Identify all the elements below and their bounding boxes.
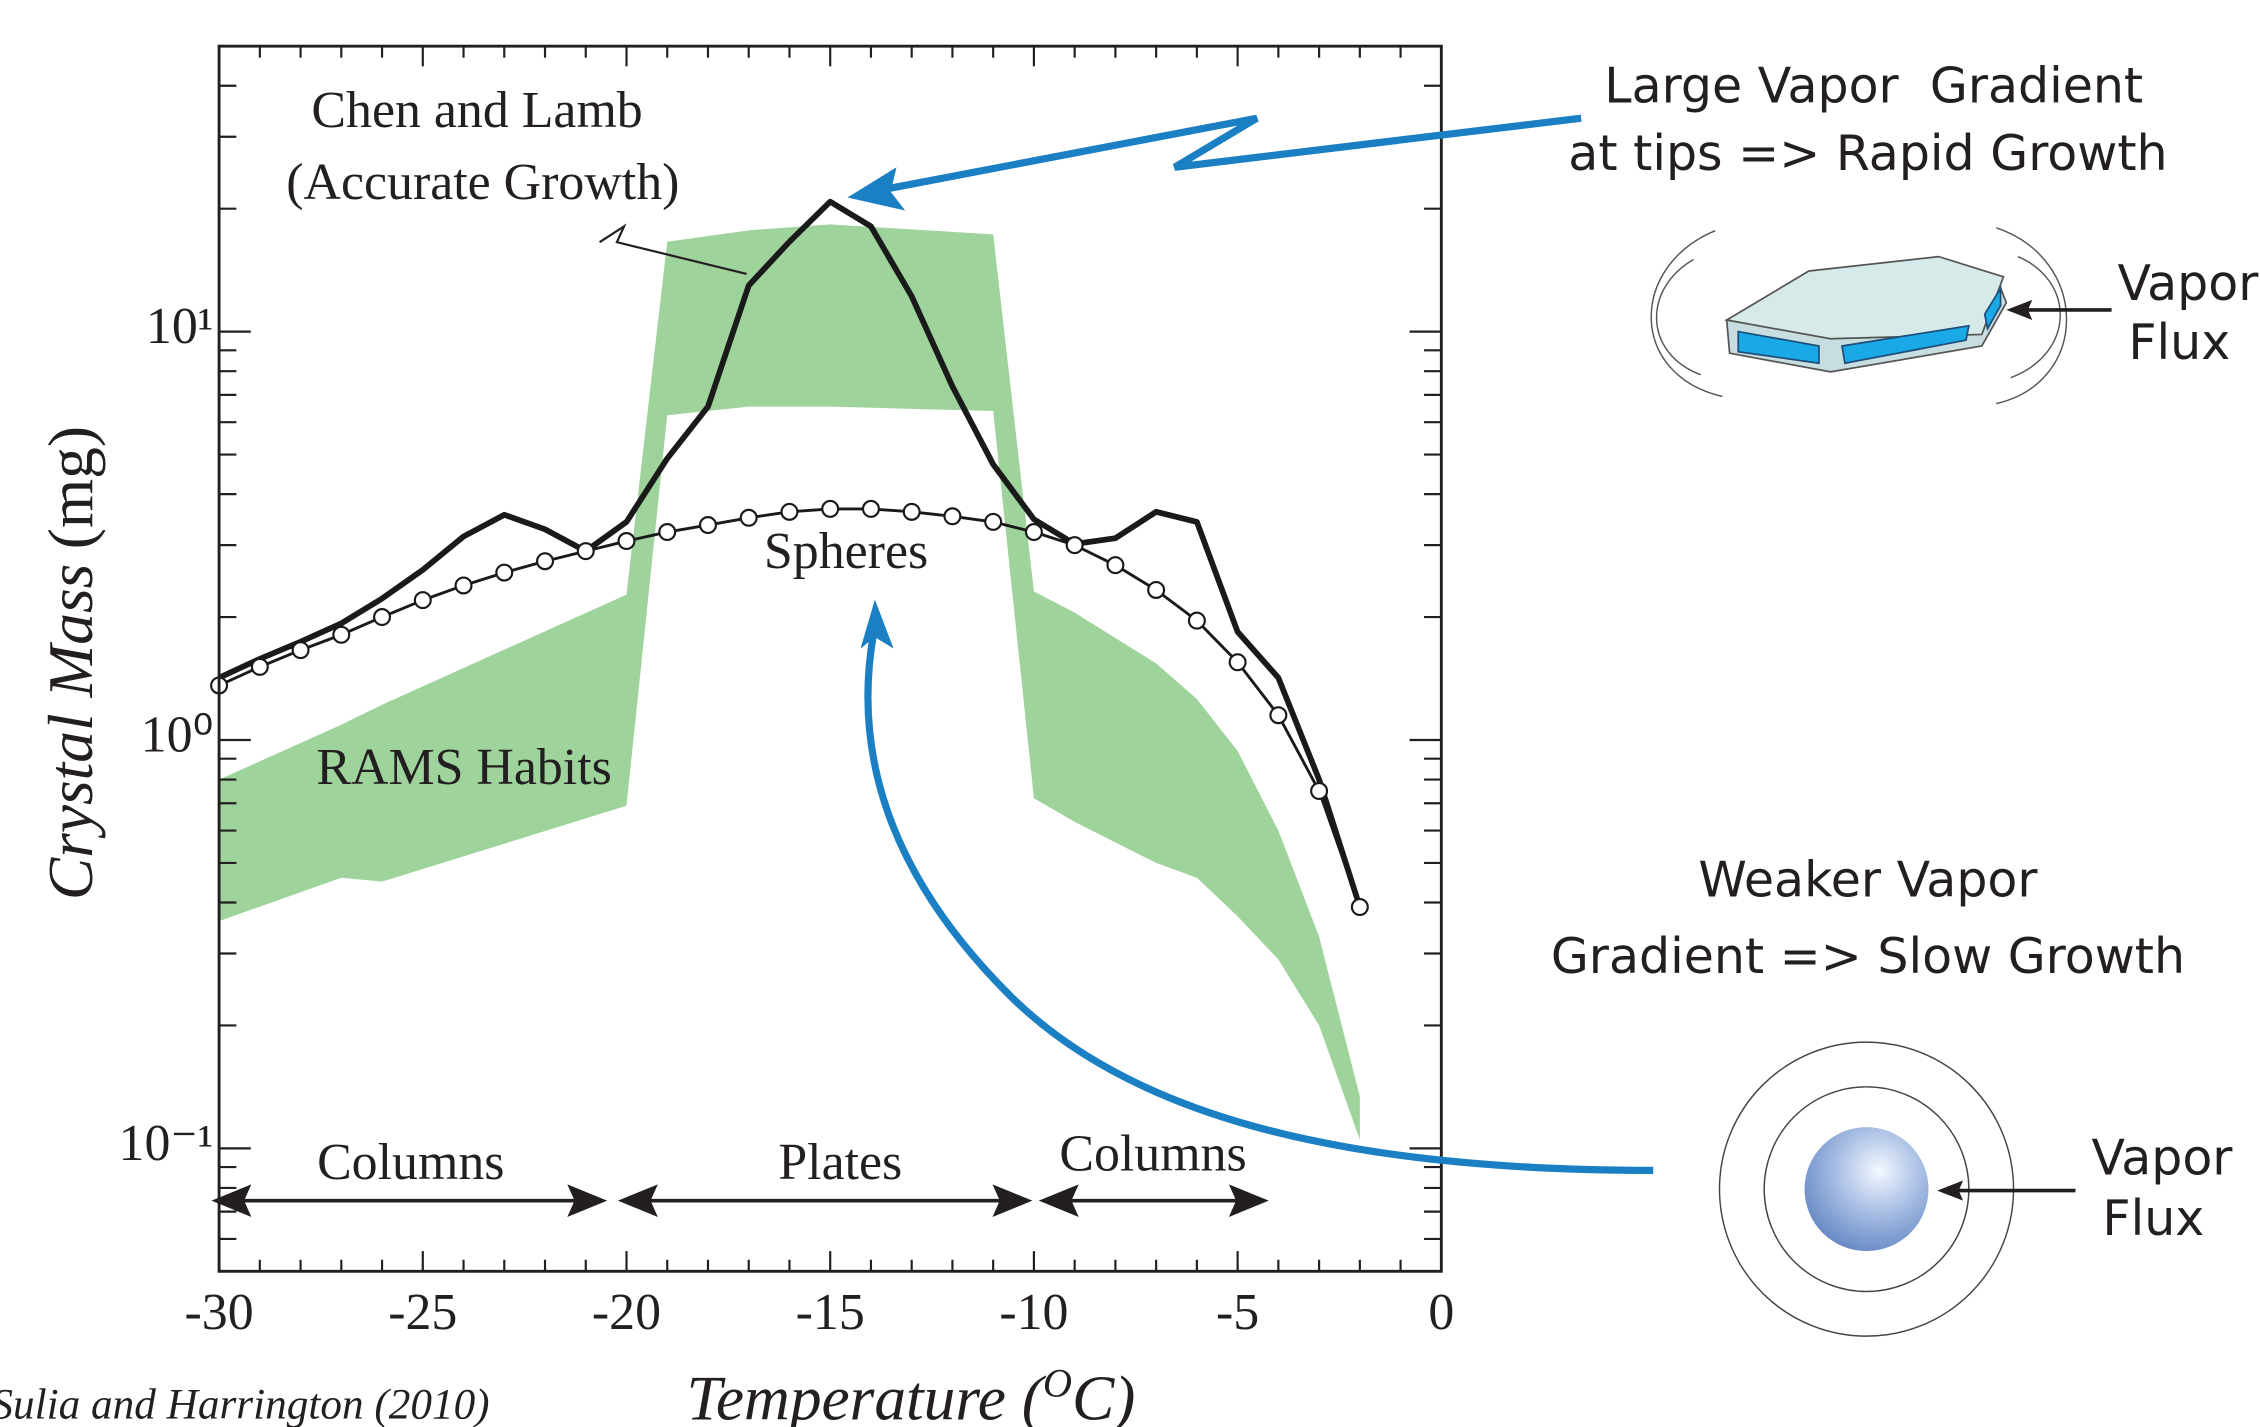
series-marker: [1189, 613, 1205, 629]
x-axis-title: Temperature (OC): [686, 1361, 1135, 1427]
series-marker: [415, 592, 431, 608]
series-marker: [822, 501, 838, 517]
x-tick-label: -20: [592, 1284, 661, 1341]
x-axis-title-text: Temperature (: [686, 1363, 1046, 1427]
series-marker: [456, 578, 472, 594]
x-tick-label: -10: [999, 1284, 1068, 1341]
series-marker: [985, 514, 1001, 530]
band-label: RAMS Habits: [316, 739, 611, 796]
annotation: Gradient => Slow Growth: [1551, 928, 2185, 985]
annotation: Weaker Vapor: [1698, 852, 2038, 909]
series-marker: [945, 508, 961, 524]
series-marker: [1230, 654, 1246, 670]
habit-label: Columns: [317, 1134, 504, 1191]
series-label: (Accurate Growth): [286, 154, 679, 211]
series-label: Spheres: [764, 523, 928, 580]
y-tick-label: 10¹: [146, 298, 213, 355]
plate-icon: [1651, 228, 2111, 404]
source-note: Sulia and Harrington (2010): [0, 1380, 490, 1427]
annotation: Flux: [2128, 314, 2230, 371]
habit-label: Columns: [1059, 1125, 1246, 1182]
series-marker: [659, 524, 675, 540]
series-marker: [1107, 557, 1123, 573]
y-axis-title: Crystal Mass (mg): [35, 426, 106, 900]
annotation: Vapor: [2117, 255, 2259, 312]
series-marker: [1067, 537, 1083, 553]
series-marker: [904, 504, 920, 520]
series-marker: [1352, 899, 1368, 915]
series-label: Chen and Lamb: [311, 82, 642, 139]
band-layer: [219, 224, 1360, 1139]
series-marker: [782, 504, 798, 520]
annotation: Flux: [2102, 1190, 2204, 1247]
y-tick-label: 10⁰: [141, 707, 214, 764]
series-marker: [1270, 707, 1286, 723]
y-tick-label: 10⁻¹: [119, 1115, 214, 1172]
callout-arrow: [879, 118, 1581, 190]
series-marker: [1026, 524, 1042, 540]
x-tick-label: -30: [185, 1284, 254, 1341]
series-marker: [374, 609, 390, 625]
annotation: at tips => Rapid Growth: [1568, 125, 2167, 182]
series-marker: [1148, 582, 1164, 598]
page: {"chart_data": { "type": "line", "xlabel…: [0, 0, 2260, 1427]
chart: -30 -25 -20 -15 -10 -5 0 10⁻¹ 10⁰ 10¹ Chen and La…: [0, 0, 2260, 1427]
series-marker: [1311, 783, 1327, 799]
series-marker: [700, 517, 716, 533]
annotation: Vapor: [2091, 1130, 2233, 1187]
series-marker: [333, 627, 349, 643]
sphere-icon: [1720, 1042, 2076, 1336]
x-axis-title-tail: C): [1072, 1363, 1135, 1427]
x-tick-label: -5: [1216, 1284, 1259, 1341]
band-area: [219, 224, 1360, 1139]
annotation: Large Vapor Gradient: [1604, 57, 2143, 114]
series-marker: [863, 501, 879, 517]
series-marker: [496, 565, 512, 581]
habit-label: Plates: [778, 1134, 902, 1191]
x-tick-label: -25: [388, 1284, 457, 1341]
series-marker: [537, 553, 553, 569]
x-tick-label: 0: [1428, 1284, 1454, 1341]
series-marker: [741, 510, 757, 526]
series-marker: [293, 642, 309, 658]
y-axis-title-unit: (mg): [35, 426, 106, 549]
x-axis-title-sup: O: [1043, 1361, 1072, 1406]
series-marker: [578, 543, 594, 559]
x-tick-label: -15: [796, 1284, 865, 1341]
series-marker: [252, 659, 268, 675]
y-axis-title-text: Crystal Mass: [35, 564, 106, 900]
habit-arrows: [216, 1188, 1264, 1214]
arrow-head: [860, 600, 893, 649]
series-marker: [619, 533, 635, 549]
